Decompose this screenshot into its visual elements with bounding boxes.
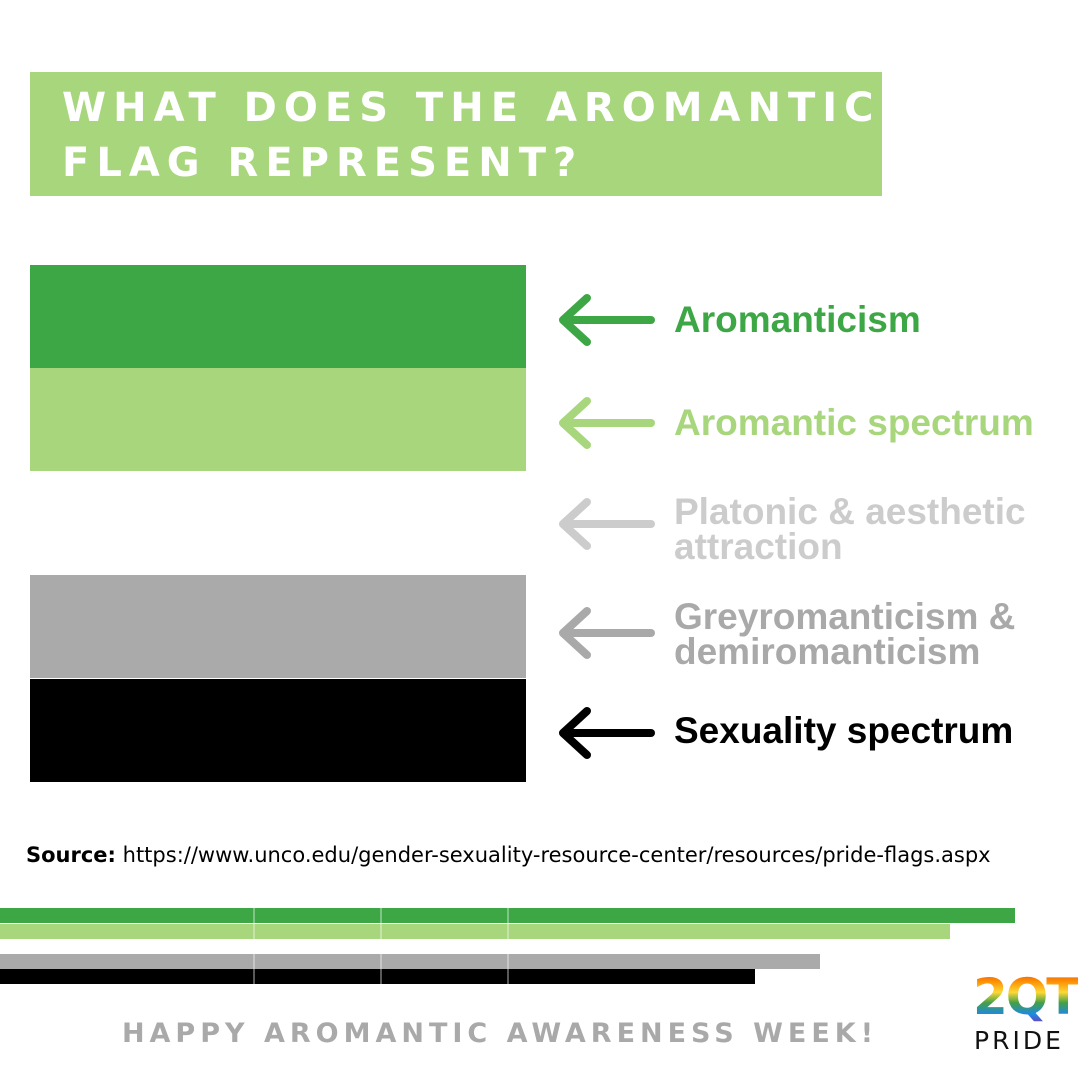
source-label: Source: xyxy=(26,843,116,867)
left-arrow-icon xyxy=(559,607,655,659)
label-greyromanticism-line-1: Greyromanticism & xyxy=(674,596,1016,637)
decor-bar-black xyxy=(0,969,755,984)
left-arrow-icon xyxy=(559,294,655,346)
source-citation: Source: https://www.unco.edu/gender-sexu… xyxy=(26,843,991,867)
label-aromantic-spectrum: Aromantic spectrum xyxy=(674,402,1034,443)
page-title-line-1: WHAT DOES THE AROMANTIC xyxy=(62,85,881,131)
flag-stripe-light-green xyxy=(30,368,526,471)
footer-message: HAPPY AROMANTIC AWARENESS WEEK! xyxy=(121,1018,879,1049)
label-aromanticism: Aromanticism xyxy=(674,299,921,340)
page-title-line-2: FLAG REPRESENT? xyxy=(62,140,584,186)
label-platonic-aesthetic-line-2: attraction xyxy=(674,526,843,567)
source-url: https://www.unco.edu/gender-sexuality-re… xyxy=(122,843,991,867)
flag-stripe-white xyxy=(30,472,526,575)
logo-mark: 2QT xyxy=(973,968,1080,1026)
flag-stripe-black xyxy=(30,679,526,782)
decor-bar-divider xyxy=(507,908,509,985)
title-banner: WHAT DOES THE AROMANTIC FLAG REPRESENT? xyxy=(30,72,882,196)
label-sexuality-spectrum: Sexuality spectrum xyxy=(674,710,1014,751)
label-platonic-aesthetic-line-1: Platonic & aesthetic xyxy=(674,491,1026,532)
decor-bar-light-green xyxy=(0,924,950,939)
left-arrow-icon xyxy=(559,707,655,759)
left-arrow-icon xyxy=(559,397,655,449)
logo-subtitle: PRIDE xyxy=(974,1026,1064,1055)
flag-stripe-grey xyxy=(30,575,526,678)
label-greyromanticism-line-2: demiromanticism xyxy=(674,631,981,672)
decor-bar-dark-green xyxy=(0,908,1015,923)
decor-bar-divider xyxy=(253,908,255,985)
brand-logo: 2QT PRIDE xyxy=(970,968,1080,1068)
left-arrow-icon xyxy=(559,498,655,550)
flag-stripe-dark-green xyxy=(30,265,526,368)
decor-bar-divider xyxy=(380,908,382,985)
decor-bar-grey xyxy=(0,954,820,969)
